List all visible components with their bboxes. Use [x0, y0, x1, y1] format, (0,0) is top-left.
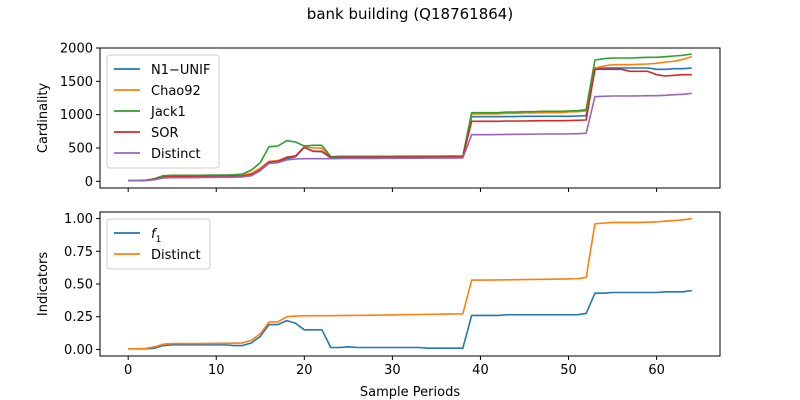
y-tick-label: 1500 — [60, 75, 93, 90]
series-line-4 — [128, 92, 692, 182]
y-tick-label: 1.00 — [64, 212, 93, 227]
y-axis-label: Indicators — [36, 252, 51, 316]
legend-label: Distinct — [151, 147, 201, 162]
x-tick-label: 0 — [124, 363, 132, 378]
x-tick-label: 50 — [560, 363, 577, 378]
legend-box — [106, 218, 211, 270]
plot-frame — [99, 47, 721, 189]
series-line-1 — [128, 217, 692, 350]
legend-box — [106, 54, 220, 169]
y-axis-label: Cardinality — [36, 83, 51, 154]
legend-label: Chao92 — [151, 84, 201, 99]
legend-label: N1−UNIF — [151, 63, 210, 78]
series-line-2 — [128, 53, 692, 182]
x-tick-label: 40 — [472, 363, 489, 378]
legend-label: Distinct — [151, 248, 201, 263]
y-tick-label: 0.00 — [64, 343, 93, 358]
legend-label: Jack1 — [150, 105, 186, 120]
legend-label: f1 — [151, 227, 161, 245]
y-tick-label: 0 — [85, 175, 93, 190]
x-axis-label: Sample Periods — [360, 385, 460, 400]
y-tick-label: 0.75 — [64, 245, 93, 260]
x-tick-label: 60 — [648, 363, 665, 378]
y-tick-label: 2000 — [60, 42, 93, 57]
y-tick-label: 0.50 — [64, 278, 93, 293]
cardinality-panel: 0 500 1000 1500 2000 Cardinality N1−UNIF Chao92… — [36, 42, 721, 192]
figure-title: bank building (Q18761864) — [307, 5, 513, 23]
indicators-panel: 0.00 0.25 0.50 0.75 1.00 0 10 20 30 40 50 60 Indicat… — [36, 211, 721, 400]
legend-label: SOR — [151, 126, 179, 141]
y-tick-label: 500 — [68, 142, 93, 157]
x-tick-label: 30 — [384, 363, 401, 378]
series-line-0 — [128, 289, 692, 350]
y-tick-label: 1000 — [60, 108, 93, 123]
x-tick-label: 10 — [208, 363, 225, 378]
y-tick-label: 0.25 — [64, 310, 93, 325]
x-tick-label: 20 — [296, 363, 313, 378]
series-line-3 — [128, 68, 692, 182]
